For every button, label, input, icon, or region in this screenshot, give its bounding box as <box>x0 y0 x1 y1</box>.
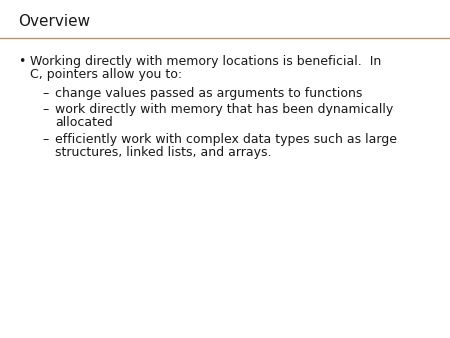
Text: •: • <box>18 55 25 68</box>
Text: –: – <box>42 133 48 146</box>
Text: Working directly with memory locations is beneficial.  In: Working directly with memory locations i… <box>30 55 381 68</box>
Text: efficiently work with complex data types such as large: efficiently work with complex data types… <box>55 133 397 146</box>
Text: –: – <box>42 103 48 116</box>
Text: C, pointers allow you to:: C, pointers allow you to: <box>30 68 182 81</box>
Text: change values passed as arguments to functions: change values passed as arguments to fun… <box>55 87 362 100</box>
Text: –: – <box>42 87 48 100</box>
Text: allocated: allocated <box>55 116 113 129</box>
Text: Overview: Overview <box>18 14 90 29</box>
Text: structures, linked lists, and arrays.: structures, linked lists, and arrays. <box>55 146 271 159</box>
Text: work directly with memory that has been dynamically: work directly with memory that has been … <box>55 103 393 116</box>
